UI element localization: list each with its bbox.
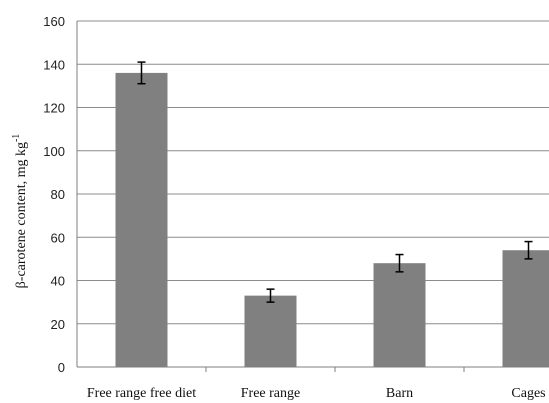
category-labels: Free range free diet Free range Barn Cages xyxy=(87,386,546,401)
y-tick-label: 20 xyxy=(51,317,65,332)
bar xyxy=(244,295,297,367)
y-tick-label: 100 xyxy=(43,144,65,159)
y-tick-label: 160 xyxy=(43,14,65,29)
bar xyxy=(115,72,168,368)
y-tick-labels: 0 20 40 60 80 100 120 140 160 xyxy=(43,14,65,375)
y-axis-title: β-carotene content, mg kg-1 xyxy=(11,134,29,289)
y-tick-label: 60 xyxy=(51,230,65,245)
error-bar xyxy=(524,240,533,260)
bar xyxy=(373,263,426,367)
y-tick-label: 120 xyxy=(43,101,65,116)
y-axis-title-superscript: -1 xyxy=(11,134,22,142)
error-bar xyxy=(266,288,275,303)
category-label: Barn xyxy=(386,386,413,401)
category-label: Free range free diet xyxy=(87,386,196,401)
y-tick-label: 0 xyxy=(58,360,65,375)
bar xyxy=(502,250,549,367)
error-bars xyxy=(137,61,533,303)
category-label: Free range xyxy=(241,386,300,401)
y-axis-title-text: β-carotene content, mg kg xyxy=(14,142,29,288)
category-label: Cages xyxy=(511,386,545,401)
y-tick-label: 40 xyxy=(51,274,65,289)
error-bar xyxy=(395,253,404,273)
bars xyxy=(115,72,549,368)
y-tick-label: 140 xyxy=(43,57,65,72)
error-bar xyxy=(137,61,146,85)
y-tick-label: 80 xyxy=(51,187,65,202)
